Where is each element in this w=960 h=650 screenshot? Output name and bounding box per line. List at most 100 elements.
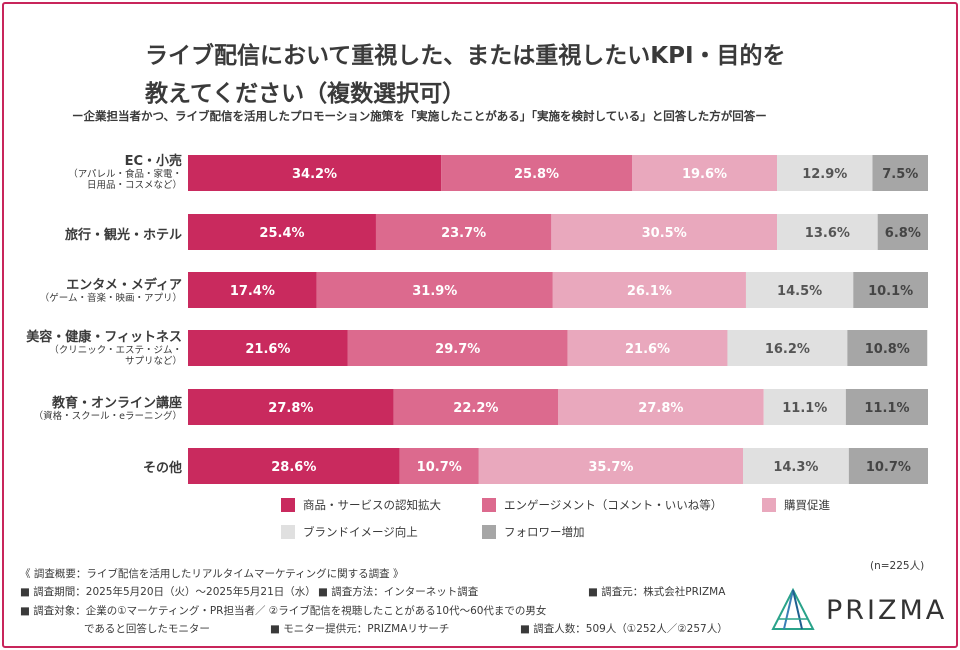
bar-value-label: 34.2% [292, 167, 337, 182]
category-name: 美容・健康・フィットネス [26, 330, 182, 345]
bar-value-label: 10.8% [865, 342, 910, 357]
bar-segment [316, 272, 553, 308]
legend-label: フォロワー増加 [504, 525, 585, 539]
bar-value-label: 19.6% [682, 167, 727, 182]
category-sub: （資格・スクール・eラーニング） [33, 411, 182, 422]
category-label-education: 教育・オンライン講座 （資格・スクール・eラーニング） [34, 392, 182, 422]
category-label-travel: 旅行・観光・ホテル [65, 224, 182, 243]
legend-item-awareness: 商品・サービスの認知拡大 [281, 497, 441, 513]
bar-value-label: 30.5% [642, 226, 687, 241]
bar-segment [399, 448, 479, 484]
bar-value-label: 22.2% [453, 401, 498, 416]
bar-value-label: 27.8% [638, 401, 683, 416]
category-label-ec: EC・小売 （アパレル・食品・家電・ 日用品・コスメなど） [68, 150, 182, 191]
chart-title-line1: ライブ配信において重視した、または重視したいKPI・目的を [145, 43, 786, 69]
survey-target: ■ 調査対象：企業の①マーケティング・PR担当者／ ②ライブ配信を視聴したことが… [20, 605, 547, 617]
category-label-entertainment: エンタメ・メディア （ゲーム・音楽・映画・アプリ） [40, 274, 182, 304]
prizma-logo-icon [771, 587, 815, 630]
category-sub: （クリニック・エステ・ジム・ [49, 345, 182, 356]
bar-segment [188, 389, 394, 425]
category-sub: （ゲーム・音楽・映画・アプリ） [39, 293, 182, 304]
bar-value-label: 13.6% [805, 226, 850, 241]
bar-value-label: 25.4% [259, 226, 304, 241]
legend-item-engagement: エンゲージメント（コメント・いいね等） [482, 497, 722, 513]
category-label-other: その他 [143, 457, 182, 476]
bar-segment [872, 155, 928, 191]
legend-swatch [762, 498, 776, 512]
bar-segment [727, 330, 848, 366]
bar-segment [188, 330, 348, 366]
legend-swatch [281, 525, 295, 539]
bar-value-label: 10.7% [866, 460, 911, 475]
bar-value-label: 23.7% [441, 226, 486, 241]
bar-segment [845, 389, 928, 425]
legend-swatch [482, 525, 496, 539]
bar-value-label: 14.3% [773, 460, 818, 475]
bar-segment [347, 330, 568, 366]
bar-segment [777, 214, 878, 250]
category-name: 旅行・観光・ホテル [64, 228, 182, 243]
sample-size-label: (n=225人) [870, 560, 925, 572]
survey-method: ■ 調査方法：インターネット調査 [318, 586, 479, 598]
bar-value-label: 31.9% [412, 284, 457, 299]
bar-segment [441, 155, 632, 191]
bar-value-label: 29.7% [435, 342, 480, 357]
category-sub: （アパレル・食品・家電・ [68, 169, 182, 180]
survey-source: ■ 調査元：株式会社PRIZMA [588, 586, 726, 598]
bar-value-label: 21.6% [245, 342, 290, 357]
bar-value-label: 21.6% [625, 342, 670, 357]
bar-segment [777, 155, 873, 191]
bar-segment [188, 214, 376, 250]
chart-title-line2: 教えてください（複数選択可） [145, 81, 466, 107]
category-name: その他 [142, 461, 182, 476]
bar-segment [551, 214, 778, 250]
bar-segment [567, 330, 728, 366]
bar-value-label: 10.7% [417, 460, 462, 475]
bar-segment [393, 389, 558, 425]
bar-segment [552, 272, 746, 308]
bar-segment [188, 448, 400, 484]
bar-value-label: 11.1% [864, 401, 909, 416]
survey-overview-heading: 《 調査概要：ライブ配信を活用したリアルタイムマーケティングに関する調査 》 [20, 568, 404, 580]
bar-segment [848, 448, 928, 484]
category-label-beauty: 美容・健康・フィットネス （クリニック・エステ・ジム・ サプリなど） [26, 326, 182, 367]
prizma-logo: PRIZMA [770, 587, 947, 633]
legend-item-brand: ブランドイメージ向上 [281, 524, 418, 540]
bar-value-label: 27.8% [268, 401, 313, 416]
bar-value-label: 10.1% [868, 284, 913, 299]
legend-item-purchase: 購買促進 [762, 497, 830, 513]
survey-monitor-provider: ■ モニター提供元：PRIZMAリサーチ [270, 623, 450, 635]
bar-value-label: 7.5% [882, 167, 918, 182]
category-name: 教育・オンライン講座 [51, 396, 182, 411]
bar-value-label: 11.1% [782, 401, 827, 416]
bar-value-label: 25.8% [514, 167, 559, 182]
bar-value-label: 14.5% [777, 284, 822, 299]
bar-value-label: 26.1% [627, 284, 672, 299]
legend-label: 購買促進 [784, 498, 830, 512]
bar-segment [853, 272, 928, 308]
survey-target-cont: であると回答したモニター [84, 623, 210, 635]
bar-value-label: 6.8% [885, 226, 921, 241]
bar-segment [847, 330, 928, 366]
legend-item-followers: フォロワー増加 [482, 524, 585, 540]
category-sub: 日用品・コスメなど） [86, 180, 182, 191]
category-sub: サプリなど） [124, 356, 182, 367]
bar-segment [745, 272, 854, 308]
survey-respondents: ■ 調査人数：509人（①252人／②257人） [520, 623, 728, 635]
bar-value-label: 35.7% [588, 460, 633, 475]
bar-segment [478, 448, 743, 484]
legend-swatch [281, 498, 295, 512]
bar-segment [763, 389, 846, 425]
category-name: EC・小売 [124, 154, 182, 169]
chart-subtitle: ー企業担当者かつ、ライブ配信を活用したプロモーション施策を「実施したことがある」… [72, 109, 767, 123]
bar-segment [743, 448, 849, 484]
bar-segment [877, 214, 928, 250]
legend-swatch [482, 498, 496, 512]
bar-value-label: 16.2% [765, 342, 810, 357]
bar-value-label: 12.9% [802, 167, 847, 182]
bar-segment [188, 155, 442, 191]
legend-label: エンゲージメント（コメント・いいね等） [504, 498, 723, 512]
prizma-logo-text: PRIZMA [826, 594, 948, 626]
bar-segment [188, 272, 317, 308]
